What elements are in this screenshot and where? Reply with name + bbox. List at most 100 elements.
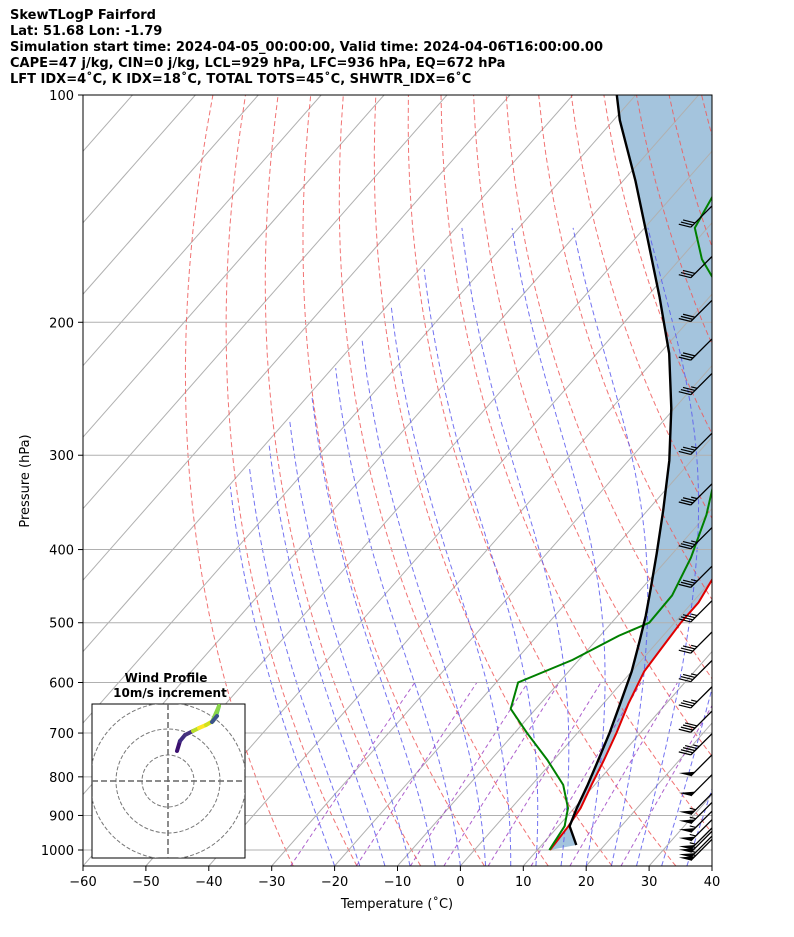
wind-barb [678, 660, 713, 683]
x-axis-label: Temperature (˚C) [340, 896, 453, 912]
parcel-line [568, 95, 673, 846]
isotherm-line [397, 507, 712, 866]
mixing-ratio-line [530, 682, 642, 866]
temperature-line [549, 577, 712, 851]
chart-header: SkewTLogP Fairford Lat: 51.68 Lon: -1.79… [10, 8, 603, 88]
mixing-ratio-line [443, 682, 560, 866]
y-tick-label: 200 [49, 316, 74, 331]
wind-barb [678, 754, 713, 777]
moist-adiabat [289, 420, 411, 866]
dry-adiabat [338, 95, 549, 866]
dry-adiabat [701, 95, 712, 138]
y-tick-label: 800 [49, 771, 74, 786]
wind-barb [678, 338, 713, 361]
y-tick-label: 700 [49, 727, 74, 742]
dry-adiabat [734, 95, 794, 866]
isotherm-line [711, 865, 712, 866]
dry-adiabat [440, 95, 712, 834]
dry-adiabat [184, 95, 294, 866]
wind-barb [678, 565, 713, 588]
dry-adiabat [538, 95, 712, 601]
x-tick-label: 20 [578, 875, 595, 890]
hodograph-subtitle: 10m/s increment [113, 686, 227, 700]
isotherm-line [83, 95, 448, 510]
moist-adiabat [423, 268, 539, 866]
y-axis-label: Pressure (hPa) [18, 434, 33, 527]
dry-adiabat [302, 95, 485, 866]
y-tick-label: 400 [49, 544, 74, 559]
wind-barb [678, 774, 713, 797]
dry-adiabat [264, 95, 422, 866]
moist-adiabat [248, 465, 361, 866]
moist-adiabat [268, 444, 386, 866]
wind-barb [678, 710, 713, 733]
wind-barb [678, 631, 713, 654]
moist-adiabat [511, 227, 606, 866]
y-tick-label: 900 [49, 809, 74, 824]
isotherm-line [271, 364, 712, 866]
hodograph-title: Wind Profile [125, 671, 208, 685]
isotherm-line [208, 293, 712, 866]
x-tick-label: 40 [704, 875, 721, 890]
location-line: Lat: 51.68 Lon: -1.79 [10, 24, 163, 39]
dry-adiabat [225, 95, 358, 866]
mixing-ratio-line [355, 682, 478, 866]
x-tick-label: 30 [641, 875, 658, 890]
wind-barb [678, 527, 713, 550]
x-tick-label: −20 [321, 875, 348, 890]
cape-shading [550, 95, 712, 850]
isotherm-line [83, 95, 385, 438]
isotherm-line [460, 579, 712, 866]
mixing-ratio-line [290, 682, 416, 866]
mixing-ratio-line [409, 682, 529, 866]
dry-adiabat [407, 95, 677, 866]
wind-barb [678, 483, 713, 506]
y-tick-label: 300 [49, 449, 74, 464]
mixing-ratio-line [487, 682, 602, 866]
isotherm-line [83, 95, 322, 367]
dry-adiabat [473, 95, 712, 758]
wind-barb [678, 819, 713, 842]
moist-adiabat [311, 395, 436, 866]
wind-barb [678, 372, 713, 396]
isotherm-line [83, 95, 574, 653]
y-tick-label: 500 [49, 617, 74, 632]
dewpoint-line [509, 195, 712, 851]
x-tick-label: −30 [258, 875, 285, 890]
y-tick-label: 600 [49, 677, 74, 692]
wind-barb [678, 686, 713, 709]
index-line: LFT IDX=4˚C, K IDX=18˚C, TOTAL TOTS=45˚C… [10, 72, 472, 87]
isotherm-line [83, 95, 259, 295]
cape-line: CAPE=47 j/kg, CIN=0 j/kg, LCL=929 hPa, L… [10, 56, 506, 71]
x-tick-label: 0 [456, 875, 464, 890]
wind-barb [678, 810, 713, 833]
x-tick-label: −50 [132, 875, 159, 890]
y-tick-label: 100 [49, 89, 74, 104]
wind-barb [678, 792, 713, 816]
dry-adiabat [603, 95, 712, 435]
wind-barb [678, 801, 713, 825]
isotherm-line [83, 95, 637, 724]
dry-adiabat [767, 95, 794, 866]
wind-barb [678, 299, 713, 323]
wind-barb [678, 827, 713, 850]
hodograph-segment [210, 714, 219, 724]
moist-adiabat [229, 486, 336, 866]
x-tick-label: −10 [384, 875, 411, 890]
x-tick-label: −60 [69, 875, 96, 890]
x-tick-label: 10 [515, 875, 532, 890]
isotherm-line [145, 221, 712, 866]
moist-adiabat [390, 305, 512, 866]
moist-adiabat [335, 368, 461, 866]
x-tick-label: −40 [195, 875, 222, 890]
isotherm-line [83, 95, 511, 581]
isotherm-line [334, 436, 712, 866]
wind-barb [678, 600, 713, 623]
wind-barb [678, 432, 713, 456]
wind-barb [678, 256, 713, 279]
moist-adiabat [361, 338, 487, 866]
dry-adiabat [373, 95, 613, 866]
wind-barb [678, 733, 713, 756]
time-line: Simulation start time: 2024-04-05_00:00:… [10, 40, 603, 55]
wind-barb [678, 205, 713, 228]
